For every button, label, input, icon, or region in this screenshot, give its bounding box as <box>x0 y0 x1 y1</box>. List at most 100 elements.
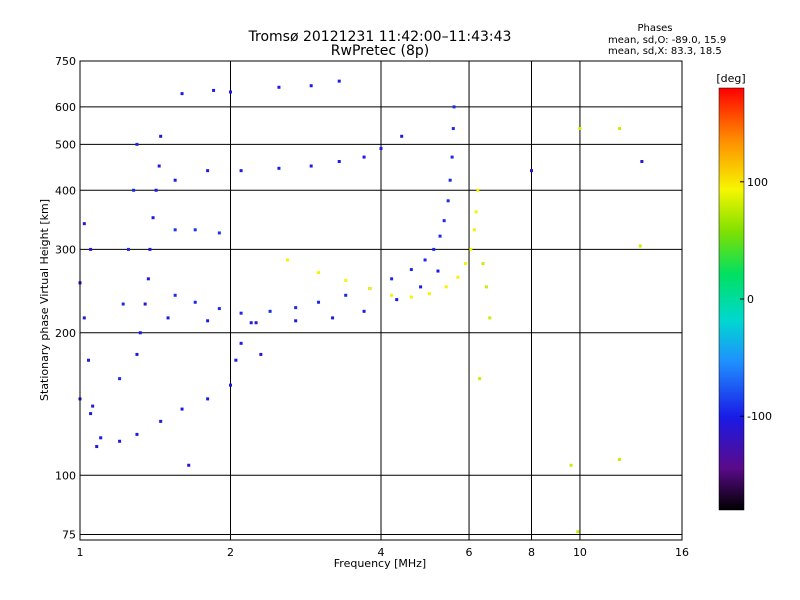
echo-point <box>409 268 413 272</box>
echo-point <box>362 155 366 159</box>
colorbar-tick-label: 100 <box>747 176 768 189</box>
echo-point <box>337 160 341 164</box>
colorbar-label: [deg] <box>716 72 745 85</box>
echo-point <box>173 178 177 182</box>
echo-point <box>451 127 455 131</box>
x-tick-label: 8 <box>528 546 535 559</box>
echo-point <box>448 178 452 182</box>
stats-heading: Phases <box>637 23 672 34</box>
echo-point <box>390 277 394 281</box>
echo-point <box>82 222 86 226</box>
colorbar-tick-label: 0 <box>747 293 754 306</box>
echo-point <box>132 188 136 192</box>
echo-point <box>180 92 184 96</box>
echo-point <box>249 321 253 325</box>
x-tick-label: 6 <box>466 546 473 559</box>
echo-point <box>344 278 348 282</box>
echo-point <box>239 341 243 345</box>
echo-point <box>452 105 456 109</box>
echo-point <box>530 169 533 173</box>
echo-point <box>640 160 644 164</box>
echo-point <box>379 147 383 151</box>
echo-point <box>368 287 372 291</box>
echo-point <box>89 412 93 416</box>
chart-subtitle: RwPretec (8p) <box>331 43 429 59</box>
echo-point <box>438 234 442 238</box>
y-tick-label: 300 <box>55 243 76 256</box>
echo-point <box>294 319 298 323</box>
echo-point <box>309 164 313 168</box>
echo-point <box>254 321 258 325</box>
echo-point <box>159 419 163 423</box>
echo-point <box>259 352 263 356</box>
stats-line-o: mean, sd,O: -89.0, 15.9 <box>608 35 726 46</box>
echo-point <box>138 331 142 335</box>
x-axis-ticks: 1 2 4 6 8 10 16 <box>77 546 690 559</box>
echo-point <box>148 247 152 251</box>
echo-point <box>95 445 99 449</box>
echo-point <box>193 228 197 232</box>
echo-point <box>89 247 93 251</box>
echo-point <box>395 298 399 302</box>
echo-point <box>229 383 232 387</box>
echo-point <box>146 277 150 281</box>
echo-point <box>436 269 440 273</box>
y-tick-label: 100 <box>55 469 76 482</box>
echo-point <box>229 90 232 94</box>
echo-point <box>99 436 103 440</box>
data-points <box>78 79 644 534</box>
echo-point <box>344 293 348 297</box>
echo-point <box>618 457 622 461</box>
x-tick-label: 2 <box>227 546 234 559</box>
x-tick-label: 4 <box>378 546 385 559</box>
echo-point <box>444 285 448 289</box>
echo-point <box>427 292 431 296</box>
echo-point <box>135 352 139 356</box>
y-tick-label: 600 <box>55 101 76 114</box>
echo-point <box>484 285 488 289</box>
echo-point <box>206 169 210 173</box>
y-tick-label: 400 <box>55 184 76 197</box>
echo-point <box>569 463 573 467</box>
echo-point <box>294 306 298 310</box>
echo-point <box>157 164 161 168</box>
echo-point <box>488 316 492 320</box>
echo-point <box>87 358 91 362</box>
echo-point <box>135 142 139 146</box>
echo-point <box>362 309 366 313</box>
y-axis-label: Stationary phase Virtual Height [km] <box>38 199 51 401</box>
echo-point <box>331 316 335 320</box>
chart-title: Tromsø 20121231 11:42:00–11:43:43 <box>248 29 512 45</box>
echo-point <box>337 79 341 83</box>
echo-point <box>309 84 313 88</box>
echo-point <box>187 463 191 467</box>
echo-point <box>463 262 467 266</box>
y-axis-ticks: 75 100 200 300 400 500 600 750 <box>55 55 76 541</box>
echo-point <box>268 309 272 313</box>
echo-point <box>432 247 436 251</box>
echo-point <box>576 530 580 534</box>
echo-point <box>481 262 485 266</box>
y-tick-label: 500 <box>55 138 76 151</box>
echo-point <box>118 377 122 381</box>
echo-point <box>193 300 197 304</box>
y-tick-label: 75 <box>62 528 76 541</box>
echo-point <box>277 166 281 170</box>
y-tick-label: 750 <box>55 55 76 68</box>
echo-point <box>409 295 413 299</box>
echo-point <box>135 432 139 436</box>
echo-point <box>638 244 642 248</box>
colorbar <box>719 88 744 510</box>
colorbar-tick-label: -100 <box>747 410 772 423</box>
x-tick-label: 1 <box>77 546 84 559</box>
echo-point <box>173 293 177 297</box>
echo-point <box>474 210 478 214</box>
echo-point <box>82 316 86 320</box>
echo-point <box>151 216 155 220</box>
y-tick-label: 200 <box>55 327 76 340</box>
echo-point <box>317 300 321 304</box>
echo-point <box>478 377 482 381</box>
colorbar-ticks: 100 0 -100 <box>740 176 772 423</box>
echo-point <box>239 311 243 315</box>
